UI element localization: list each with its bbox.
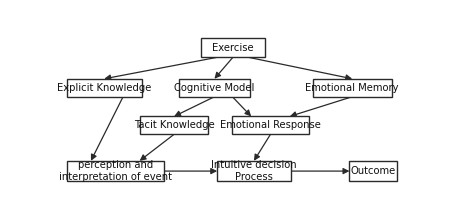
Text: Emotional Response: Emotional Response [220, 120, 321, 130]
Text: Emotional Memory: Emotional Memory [305, 83, 399, 93]
Text: Cognitive Model: Cognitive Model [174, 83, 255, 93]
FancyBboxPatch shape [201, 38, 265, 57]
Text: Tacit Knowledge: Tacit Knowledge [134, 120, 214, 130]
FancyBboxPatch shape [232, 116, 309, 134]
FancyBboxPatch shape [349, 161, 397, 181]
FancyBboxPatch shape [66, 79, 142, 97]
FancyBboxPatch shape [179, 79, 250, 97]
FancyBboxPatch shape [313, 79, 392, 97]
FancyBboxPatch shape [217, 161, 291, 181]
Text: Exercise: Exercise [212, 43, 254, 53]
Text: Explicit Knowledge: Explicit Knowledge [57, 83, 151, 93]
FancyBboxPatch shape [140, 116, 208, 134]
Text: Intuitive decision
Process: Intuitive decision Process [211, 160, 297, 182]
Text: perception and
interpretation of event: perception and interpretation of event [59, 160, 172, 182]
Text: Outcome: Outcome [351, 166, 396, 176]
FancyBboxPatch shape [66, 161, 164, 181]
